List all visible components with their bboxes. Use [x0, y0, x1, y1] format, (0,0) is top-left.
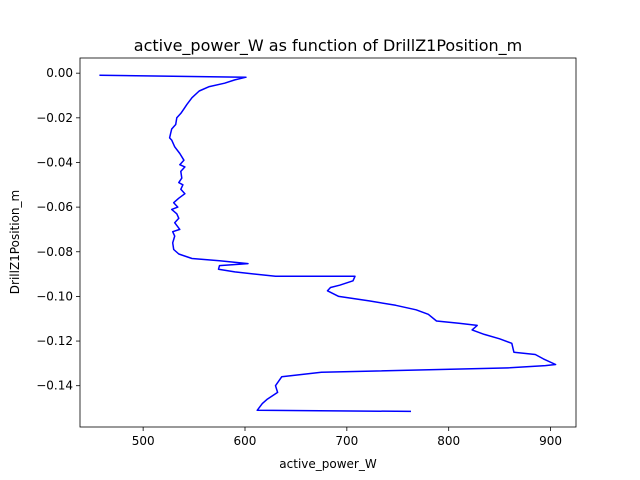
y-tick-label: −0.04	[36, 155, 73, 169]
plot-frame	[79, 57, 577, 428]
y-tick-label: −0.08	[36, 245, 73, 259]
series-line	[99, 74, 557, 413]
y-tick-label: −0.14	[36, 379, 73, 393]
x-tick-label: 700	[335, 434, 358, 448]
x-tick-label: 500	[132, 434, 155, 448]
x-tick-label: 900	[539, 434, 562, 448]
x-tick-label: 600	[234, 434, 257, 448]
y-axis-label: DrillZ1Position_m	[8, 190, 22, 294]
ticks: 500 600 700 800 900 0.00 −0.02 −0.04 −0.06 −0.08 −…	[36, 66, 562, 448]
y-tick-label: −0.12	[36, 334, 73, 348]
y-tick-label: −0.06	[36, 200, 73, 214]
y-tick-label: −0.02	[36, 111, 73, 125]
x-axis-label: active_power_W	[279, 457, 377, 471]
y-tick-label: −0.10	[36, 289, 73, 303]
y-tick-label: 0.00	[46, 66, 73, 80]
x-tick-label: 800	[437, 434, 460, 448]
chart-title: active_power_W as function of DrillZ1Pos…	[134, 36, 522, 56]
